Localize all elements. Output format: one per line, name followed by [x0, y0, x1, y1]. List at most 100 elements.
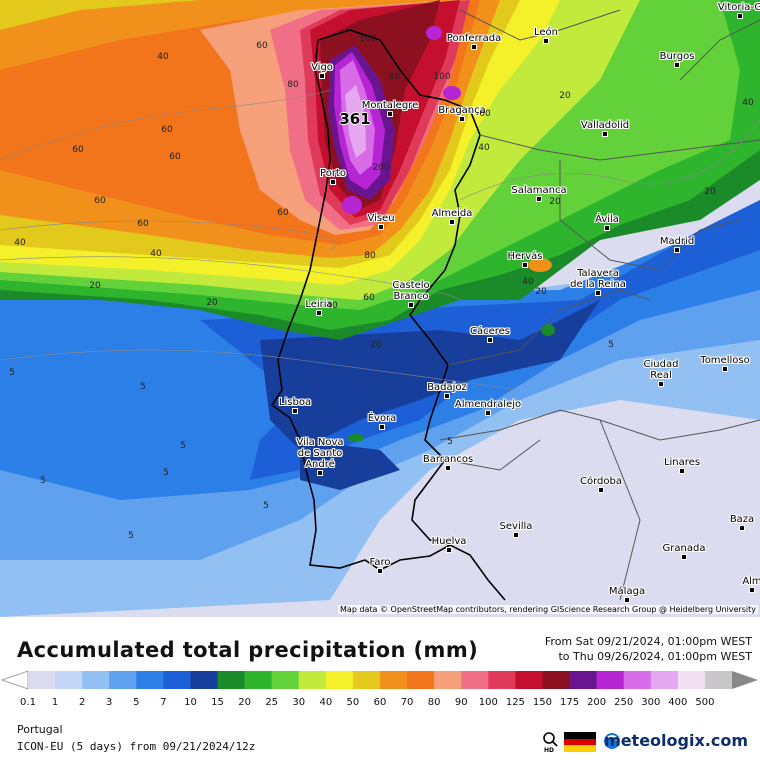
- city-label[interactable]: Barrancos: [422, 454, 474, 465]
- city-label[interactable]: Bragança: [438, 105, 486, 116]
- city-label[interactable]: Granada: [662, 543, 706, 554]
- contour-label: 80: [388, 72, 400, 82]
- contour-label: 60: [256, 41, 268, 51]
- city-label[interactable]: Huelva: [431, 536, 467, 547]
- city-label[interactable]: Linares: [663, 457, 701, 468]
- legend-max-arrow: [732, 671, 758, 689]
- legend-swatch: [677, 671, 706, 689]
- legend-label: 500: [695, 697, 715, 708]
- city-label[interactable]: Leiria: [305, 299, 333, 310]
- city-marker: [408, 302, 414, 308]
- city-label[interactable]: Salamanca: [511, 185, 567, 196]
- city-label[interactable]: Vigo: [311, 62, 333, 73]
- city-label[interactable]: Badajoz: [427, 382, 467, 393]
- city-marker: [330, 179, 336, 185]
- period-from: From Sat 09/21/2024, 01:00pm WEST: [544, 635, 752, 648]
- city-label[interactable]: Córdoba: [580, 476, 622, 487]
- contour-label: 20: [559, 91, 571, 101]
- legend-label: 90: [454, 697, 468, 708]
- city-label[interactable]: Évora: [367, 413, 397, 424]
- contour-label: 60: [161, 125, 173, 135]
- contour-label: 5: [608, 340, 614, 350]
- legend-swatch: [380, 671, 408, 689]
- legend-swatch: [434, 671, 462, 689]
- city-marker: [292, 408, 298, 414]
- legend-swatch: [55, 671, 83, 689]
- legend-label: 7: [160, 697, 167, 708]
- contour-label: 40: [326, 301, 338, 311]
- svg-text:HD: HD: [544, 747, 554, 753]
- city-label[interactable]: Talavera de la Reina: [570, 268, 626, 290]
- city-label[interactable]: León: [533, 27, 559, 38]
- city-label[interactable]: Tomelloso: [700, 355, 750, 366]
- city-marker: [513, 532, 519, 538]
- city-label[interactable]: Alm: [742, 576, 760, 587]
- contour-label: 40: [150, 249, 162, 259]
- city-label[interactable]: Cáceres: [469, 326, 511, 337]
- city-label[interactable]: Montalegre: [361, 100, 419, 111]
- contour-label: 60: [277, 208, 289, 218]
- city-marker: [446, 547, 452, 553]
- city-marker: [674, 247, 680, 253]
- precipitation-map[interactable]: Vigo Ponferrada León Vitoria-G Burgos Montale…: [0, 0, 760, 617]
- legend-label: 1: [51, 697, 59, 708]
- city-label[interactable]: Almeida: [431, 208, 473, 219]
- city-marker: [543, 38, 549, 44]
- city-label[interactable]: Viseu: [367, 213, 395, 224]
- region-label: Portugal: [17, 723, 63, 736]
- hd-search-icon[interactable]: HD: [541, 731, 561, 753]
- contour-label: 80: [364, 251, 376, 261]
- legend-swatch: [407, 671, 435, 689]
- city-label[interactable]: Sevilla: [499, 521, 533, 532]
- brand-name[interactable]: meteologix.com: [604, 731, 748, 750]
- contour-label: 40: [14, 238, 26, 248]
- contour-label: 20: [89, 281, 101, 291]
- legend-swatch: [569, 671, 598, 689]
- city-label[interactable]: Castelo Branco: [392, 280, 430, 302]
- city-label[interactable]: Ciudad Real: [643, 359, 679, 381]
- legend-swatch: [190, 671, 219, 689]
- city-label[interactable]: Málaga: [608, 586, 646, 597]
- city-marker: [604, 225, 610, 231]
- city-label[interactable]: Baza: [729, 514, 755, 525]
- max-value-label: 361: [339, 110, 371, 128]
- city-marker: [487, 337, 493, 343]
- city-label[interactable]: Porto: [320, 168, 346, 179]
- german-flag-icon[interactable]: [564, 732, 596, 752]
- contour-label: 20: [535, 287, 547, 297]
- contour-label: 5: [40, 476, 46, 486]
- meteologix-logo-icon: [604, 733, 620, 749]
- legend-swatch: [244, 671, 273, 689]
- legend-swatch: [596, 671, 625, 689]
- precipitation-field: [0, 0, 760, 617]
- city-label[interactable]: Faro: [369, 557, 391, 568]
- contour-label: 60: [363, 293, 375, 303]
- city-label[interactable]: Ávila: [595, 214, 619, 225]
- city-marker: [378, 224, 384, 230]
- legend-swatch: [623, 671, 652, 689]
- contour-label: 60: [72, 145, 84, 155]
- legend-swatch: [298, 671, 327, 689]
- city-label[interactable]: Ponferrada: [446, 33, 502, 44]
- city-label[interactable]: Vila Nova de Santo André: [296, 437, 344, 470]
- contour-label: 100: [433, 72, 451, 82]
- city-label[interactable]: Hervás: [507, 251, 543, 262]
- city-marker: [522, 262, 528, 268]
- legend-label: 150: [532, 697, 552, 708]
- legend-label: 0.1: [20, 697, 36, 708]
- city-marker: [387, 111, 393, 117]
- city-label[interactable]: Valladolid: [580, 120, 630, 131]
- city-label[interactable]: Almendralejo: [454, 399, 522, 410]
- contour-label: 40: [522, 277, 534, 287]
- legend-label: 125: [505, 697, 525, 708]
- city-label[interactable]: Vitoria-G: [717, 2, 760, 13]
- city-label[interactable]: Lisboa: [278, 397, 312, 408]
- legend-label: 175: [559, 697, 580, 708]
- city-marker: [485, 410, 491, 416]
- legend-swatch: [28, 671, 56, 689]
- legend-swatch: [515, 671, 543, 689]
- city-label[interactable]: Burgos: [659, 51, 695, 62]
- city-marker: [602, 131, 608, 137]
- city-marker: [737, 13, 743, 19]
- city-label[interactable]: Madrid: [659, 236, 695, 247]
